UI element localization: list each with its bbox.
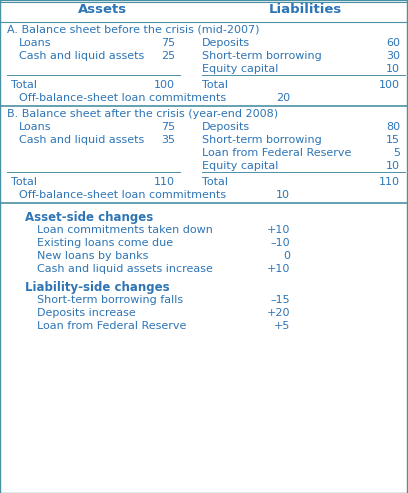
Text: Equity capital: Equity capital <box>202 64 278 74</box>
Text: 20: 20 <box>276 93 290 103</box>
Text: Short-term borrowing falls: Short-term borrowing falls <box>37 295 183 305</box>
Text: B. Balance sheet after the crisis (year-end 2008): B. Balance sheet after the crisis (year-… <box>7 109 278 119</box>
Text: Loan from Federal Reserve: Loan from Federal Reserve <box>37 321 186 331</box>
Text: +10: +10 <box>266 264 290 274</box>
Text: 60: 60 <box>386 38 400 48</box>
Text: 75: 75 <box>161 122 175 132</box>
Text: Cash and liquid assets increase: Cash and liquid assets increase <box>37 264 213 274</box>
Text: –10: –10 <box>271 238 290 248</box>
Text: Off-balance-sheet loan commitments: Off-balance-sheet loan commitments <box>19 190 226 200</box>
Text: 80: 80 <box>386 122 400 132</box>
Text: Assets: Assets <box>78 3 126 16</box>
Text: 0: 0 <box>283 251 290 261</box>
Text: 110: 110 <box>154 177 175 187</box>
Text: Short-term borrowing: Short-term borrowing <box>202 135 322 145</box>
Text: Cash and liquid assets: Cash and liquid assets <box>19 135 144 145</box>
Text: Deposits: Deposits <box>202 122 250 132</box>
Text: 25: 25 <box>161 51 175 61</box>
Text: 5: 5 <box>393 148 400 158</box>
Text: Loans: Loans <box>19 38 51 48</box>
Text: +20: +20 <box>266 308 290 318</box>
Text: Short-term borrowing: Short-term borrowing <box>202 51 322 61</box>
Text: Asset-side changes: Asset-side changes <box>25 211 153 224</box>
Text: –15: –15 <box>271 295 290 305</box>
Text: Loan from Federal Reserve: Loan from Federal Reserve <box>202 148 351 158</box>
Text: 110: 110 <box>379 177 400 187</box>
Text: A. Balance sheet before the crisis (mid-2007): A. Balance sheet before the crisis (mid-… <box>7 25 259 35</box>
Text: Total: Total <box>202 80 228 90</box>
Text: +5: +5 <box>274 321 290 331</box>
Text: 10: 10 <box>386 161 400 171</box>
Text: Total: Total <box>202 177 228 187</box>
Text: 100: 100 <box>379 80 400 90</box>
Text: 10: 10 <box>276 190 290 200</box>
Bar <box>1 203 407 493</box>
Text: Liability-side changes: Liability-side changes <box>25 281 170 294</box>
Text: Deposits: Deposits <box>202 38 250 48</box>
Text: Total: Total <box>11 177 37 187</box>
Text: 15: 15 <box>386 135 400 145</box>
Text: +10: +10 <box>266 225 290 235</box>
Text: Loans: Loans <box>19 122 51 132</box>
Text: New loans by banks: New loans by banks <box>37 251 149 261</box>
Text: Total: Total <box>11 80 37 90</box>
Text: Loan commitments taken down: Loan commitments taken down <box>37 225 213 235</box>
Text: Cash and liquid assets: Cash and liquid assets <box>19 51 144 61</box>
Text: 35: 35 <box>161 135 175 145</box>
Text: 100: 100 <box>154 80 175 90</box>
Text: Deposits increase: Deposits increase <box>37 308 136 318</box>
Text: Off-balance-sheet loan commitments: Off-balance-sheet loan commitments <box>19 93 226 103</box>
Text: Equity capital: Equity capital <box>202 161 278 171</box>
Text: 75: 75 <box>161 38 175 48</box>
Text: Liabilities: Liabilities <box>268 3 341 16</box>
Text: 30: 30 <box>386 51 400 61</box>
Text: Existing loans come due: Existing loans come due <box>37 238 173 248</box>
Text: 10: 10 <box>386 64 400 74</box>
